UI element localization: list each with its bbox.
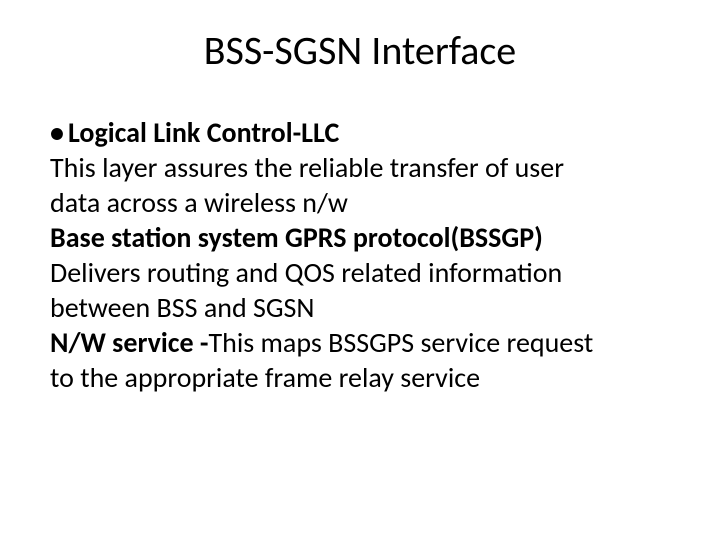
body-line: Delivers routing and QOS related informa… [50,255,670,290]
body-line: This layer assures the reliable transfer… [50,150,670,185]
bullet-heading: Logical Link Control-LLC [68,115,339,150]
body-line: between BSS and SGSN [50,290,670,325]
slide-title: BSS-SGSN Interface [50,26,670,75]
inline-plain: This maps BSSGPS service request [208,325,593,360]
bullet-item: • Logical Link Control-LLC [50,115,670,150]
body-line: N/W service -This maps BSSGPS service re… [50,325,670,360]
bullet-marker-icon: • [50,115,68,150]
body-line: Base station system GPRS protocol(BSSGP) [50,220,670,255]
slide: BSS-SGSN Interface • Logical Link Contro… [0,0,720,540]
inline-bold: N/W service - [50,325,208,360]
body-line: data across a wireless n/w [50,185,670,220]
body-line: to the appropriate frame relay service [50,360,670,395]
slide-body: • Logical Link Control-LLC This layer as… [50,115,670,395]
